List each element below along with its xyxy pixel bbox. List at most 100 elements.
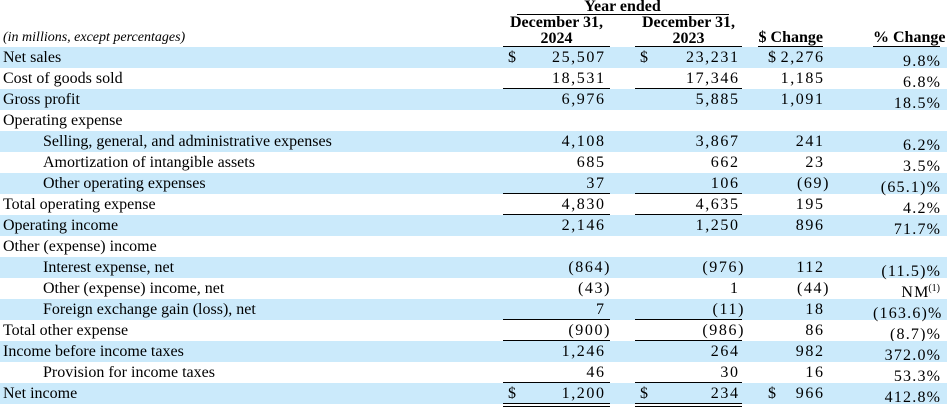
value-2024: 685 bbox=[577, 152, 606, 173]
cell-2023 bbox=[635, 110, 742, 131]
table-header: (in millions, except percentages) Year e… bbox=[0, 0, 947, 47]
year-ended-label: Year ended bbox=[517, 0, 729, 15]
cell-2023: 3,867 bbox=[635, 131, 742, 152]
value-2024: 1,200 bbox=[562, 383, 606, 404]
cell-dollar-change: 195 bbox=[758, 194, 823, 215]
value-2024: 46 bbox=[586, 362, 605, 383]
cell-dollar-change: 16 bbox=[758, 362, 823, 383]
dollar-change-value: 1,091 bbox=[781, 89, 825, 110]
cell-percent-change: 71.7% bbox=[873, 215, 940, 236]
dollar-change-header: $ Change bbox=[758, 31, 823, 47]
dollar-change-value: (44) bbox=[797, 278, 830, 299]
column-header-2024-line2: 2024 bbox=[503, 31, 610, 47]
cell-2024: 2,146 bbox=[503, 215, 610, 236]
cell-dollar-change: $ 966 bbox=[758, 383, 823, 404]
cell-2023: $ 234 bbox=[635, 383, 742, 407]
cell-2024: 685 bbox=[503, 152, 610, 173]
table-row: Net income $ 1,200 $ 234 $ 966 412.8% bbox=[0, 383, 947, 404]
row-label: Operating income bbox=[3, 217, 118, 234]
dollar-change-value: 982 bbox=[796, 341, 825, 362]
cell-2023: (11) bbox=[635, 299, 742, 320]
percent-change-header: % Change bbox=[873, 31, 940, 47]
cell-percent-change: (11.5)% bbox=[873, 257, 940, 278]
cell-dollar-change: 1,185 bbox=[758, 68, 823, 89]
units-note: (in millions, except percentages) bbox=[3, 29, 185, 47]
value-2024: 4,830 bbox=[562, 194, 606, 215]
cell-dollar-change: 23 bbox=[758, 152, 823, 173]
dollar-change-value: 241 bbox=[796, 131, 825, 152]
row-label: Net income bbox=[3, 385, 77, 402]
cell-dollar-change: 1,091 bbox=[758, 89, 823, 110]
value-2023: (11) bbox=[713, 299, 745, 320]
table-row: Foreign exchange gain (loss), net 7 (11)… bbox=[0, 299, 947, 320]
cell-percent-change: 53.3% bbox=[873, 362, 940, 383]
cell-dollar-change: (69) bbox=[758, 173, 823, 194]
cell-2023: 4,635 bbox=[635, 194, 742, 215]
value-2024: 7 bbox=[596, 299, 606, 320]
cell-percent-change: 6.8% bbox=[873, 68, 940, 89]
dollar-change-value: 23 bbox=[805, 152, 824, 173]
cell-2023: 17,346 bbox=[635, 68, 742, 89]
value-2023: 234 bbox=[711, 383, 740, 404]
value-2023: (976) bbox=[702, 257, 745, 278]
dollar-change-value: 112 bbox=[796, 257, 824, 278]
dollar-change-value: 195 bbox=[796, 194, 825, 215]
cell-2023: 106 bbox=[635, 173, 742, 194]
value-2023: 264 bbox=[711, 341, 740, 362]
cell-dollar-change: 982 bbox=[758, 341, 823, 362]
cell-dollar-change: 112 bbox=[758, 257, 823, 278]
cell-percent-change: 6.2% bbox=[873, 131, 940, 152]
row-label: Foreign exchange gain (loss), net bbox=[43, 301, 256, 318]
cell-2024: 4,108 bbox=[503, 131, 610, 152]
cell-percent-change: 9.8% bbox=[873, 47, 940, 68]
value-2024: (864) bbox=[568, 257, 611, 278]
cell-2023: 1 bbox=[635, 278, 742, 299]
value-2024: (900) bbox=[568, 320, 611, 341]
cell-2023: 1,250 bbox=[635, 215, 742, 236]
row-label: Total other expense bbox=[3, 322, 128, 339]
table-body: Net sales $ 25,507 $ 23,231 $ 2,276 9.8%… bbox=[0, 47, 947, 404]
cell-dollar-change: 86 bbox=[758, 320, 823, 341]
column-header-2023: December 31, 2023 bbox=[635, 15, 742, 47]
cell-2023: 662 bbox=[635, 152, 742, 173]
value-2024: (43) bbox=[578, 278, 611, 299]
cell-2024: 37 bbox=[503, 173, 610, 194]
cell-percent-change bbox=[873, 110, 940, 131]
cell-percent-change: (65.1)% bbox=[873, 173, 940, 194]
value-2024: 2,146 bbox=[562, 215, 606, 236]
cell-2024: $ 25,507 bbox=[503, 47, 610, 68]
percent-change-value: 412.8% bbox=[885, 389, 942, 406]
year-ended-header: Year ended bbox=[503, 0, 742, 15]
table-row: Net sales $ 25,507 $ 23,231 $ 2,276 9.8% bbox=[0, 47, 947, 68]
row-label: Operating expense bbox=[3, 112, 123, 129]
cell-2023: 5,885 bbox=[635, 89, 742, 110]
currency-symbol-2023: $ bbox=[640, 383, 648, 404]
cell-percent-change: 4.2% bbox=[873, 194, 940, 215]
cell-2024: 7 bbox=[503, 299, 610, 320]
cell-2024: (864) bbox=[503, 257, 610, 278]
value-2023: 662 bbox=[711, 152, 740, 173]
currency-symbol-2023: $ bbox=[640, 47, 648, 68]
income-statement-table: (in millions, except percentages) Year e… bbox=[0, 0, 947, 409]
table-row: Gross profit 6,976 5,885 1,091 18.5% bbox=[0, 89, 947, 110]
table-row: Cost of goods sold 18,531 17,346 1,185 6… bbox=[0, 68, 947, 89]
value-2023: 5,885 bbox=[696, 89, 740, 110]
value-2024: 25,507 bbox=[552, 47, 606, 68]
table-row: Amortization of intangible assets 685 66… bbox=[0, 152, 947, 173]
cell-2024: 4,830 bbox=[503, 194, 610, 215]
cell-2024: $ 1,200 bbox=[503, 383, 610, 407]
value-2023: 3,867 bbox=[696, 131, 740, 152]
cell-2023: (986) bbox=[635, 320, 742, 341]
table-row: Operating expense bbox=[0, 110, 947, 131]
column-header-2024-line1: December 31, bbox=[503, 15, 610, 31]
value-2023: 4,635 bbox=[696, 194, 740, 215]
row-label: Interest expense, net bbox=[43, 259, 174, 276]
value-2023: (986) bbox=[702, 320, 745, 341]
value-2024: 37 bbox=[586, 173, 605, 194]
value-2024: 4,108 bbox=[562, 131, 606, 152]
cell-2024 bbox=[503, 236, 610, 257]
dollar-change-value: 1,185 bbox=[781, 68, 825, 89]
currency-symbol-change: $ bbox=[768, 47, 776, 68]
cell-2024: 46 bbox=[503, 362, 610, 383]
value-2023: 30 bbox=[720, 362, 739, 383]
